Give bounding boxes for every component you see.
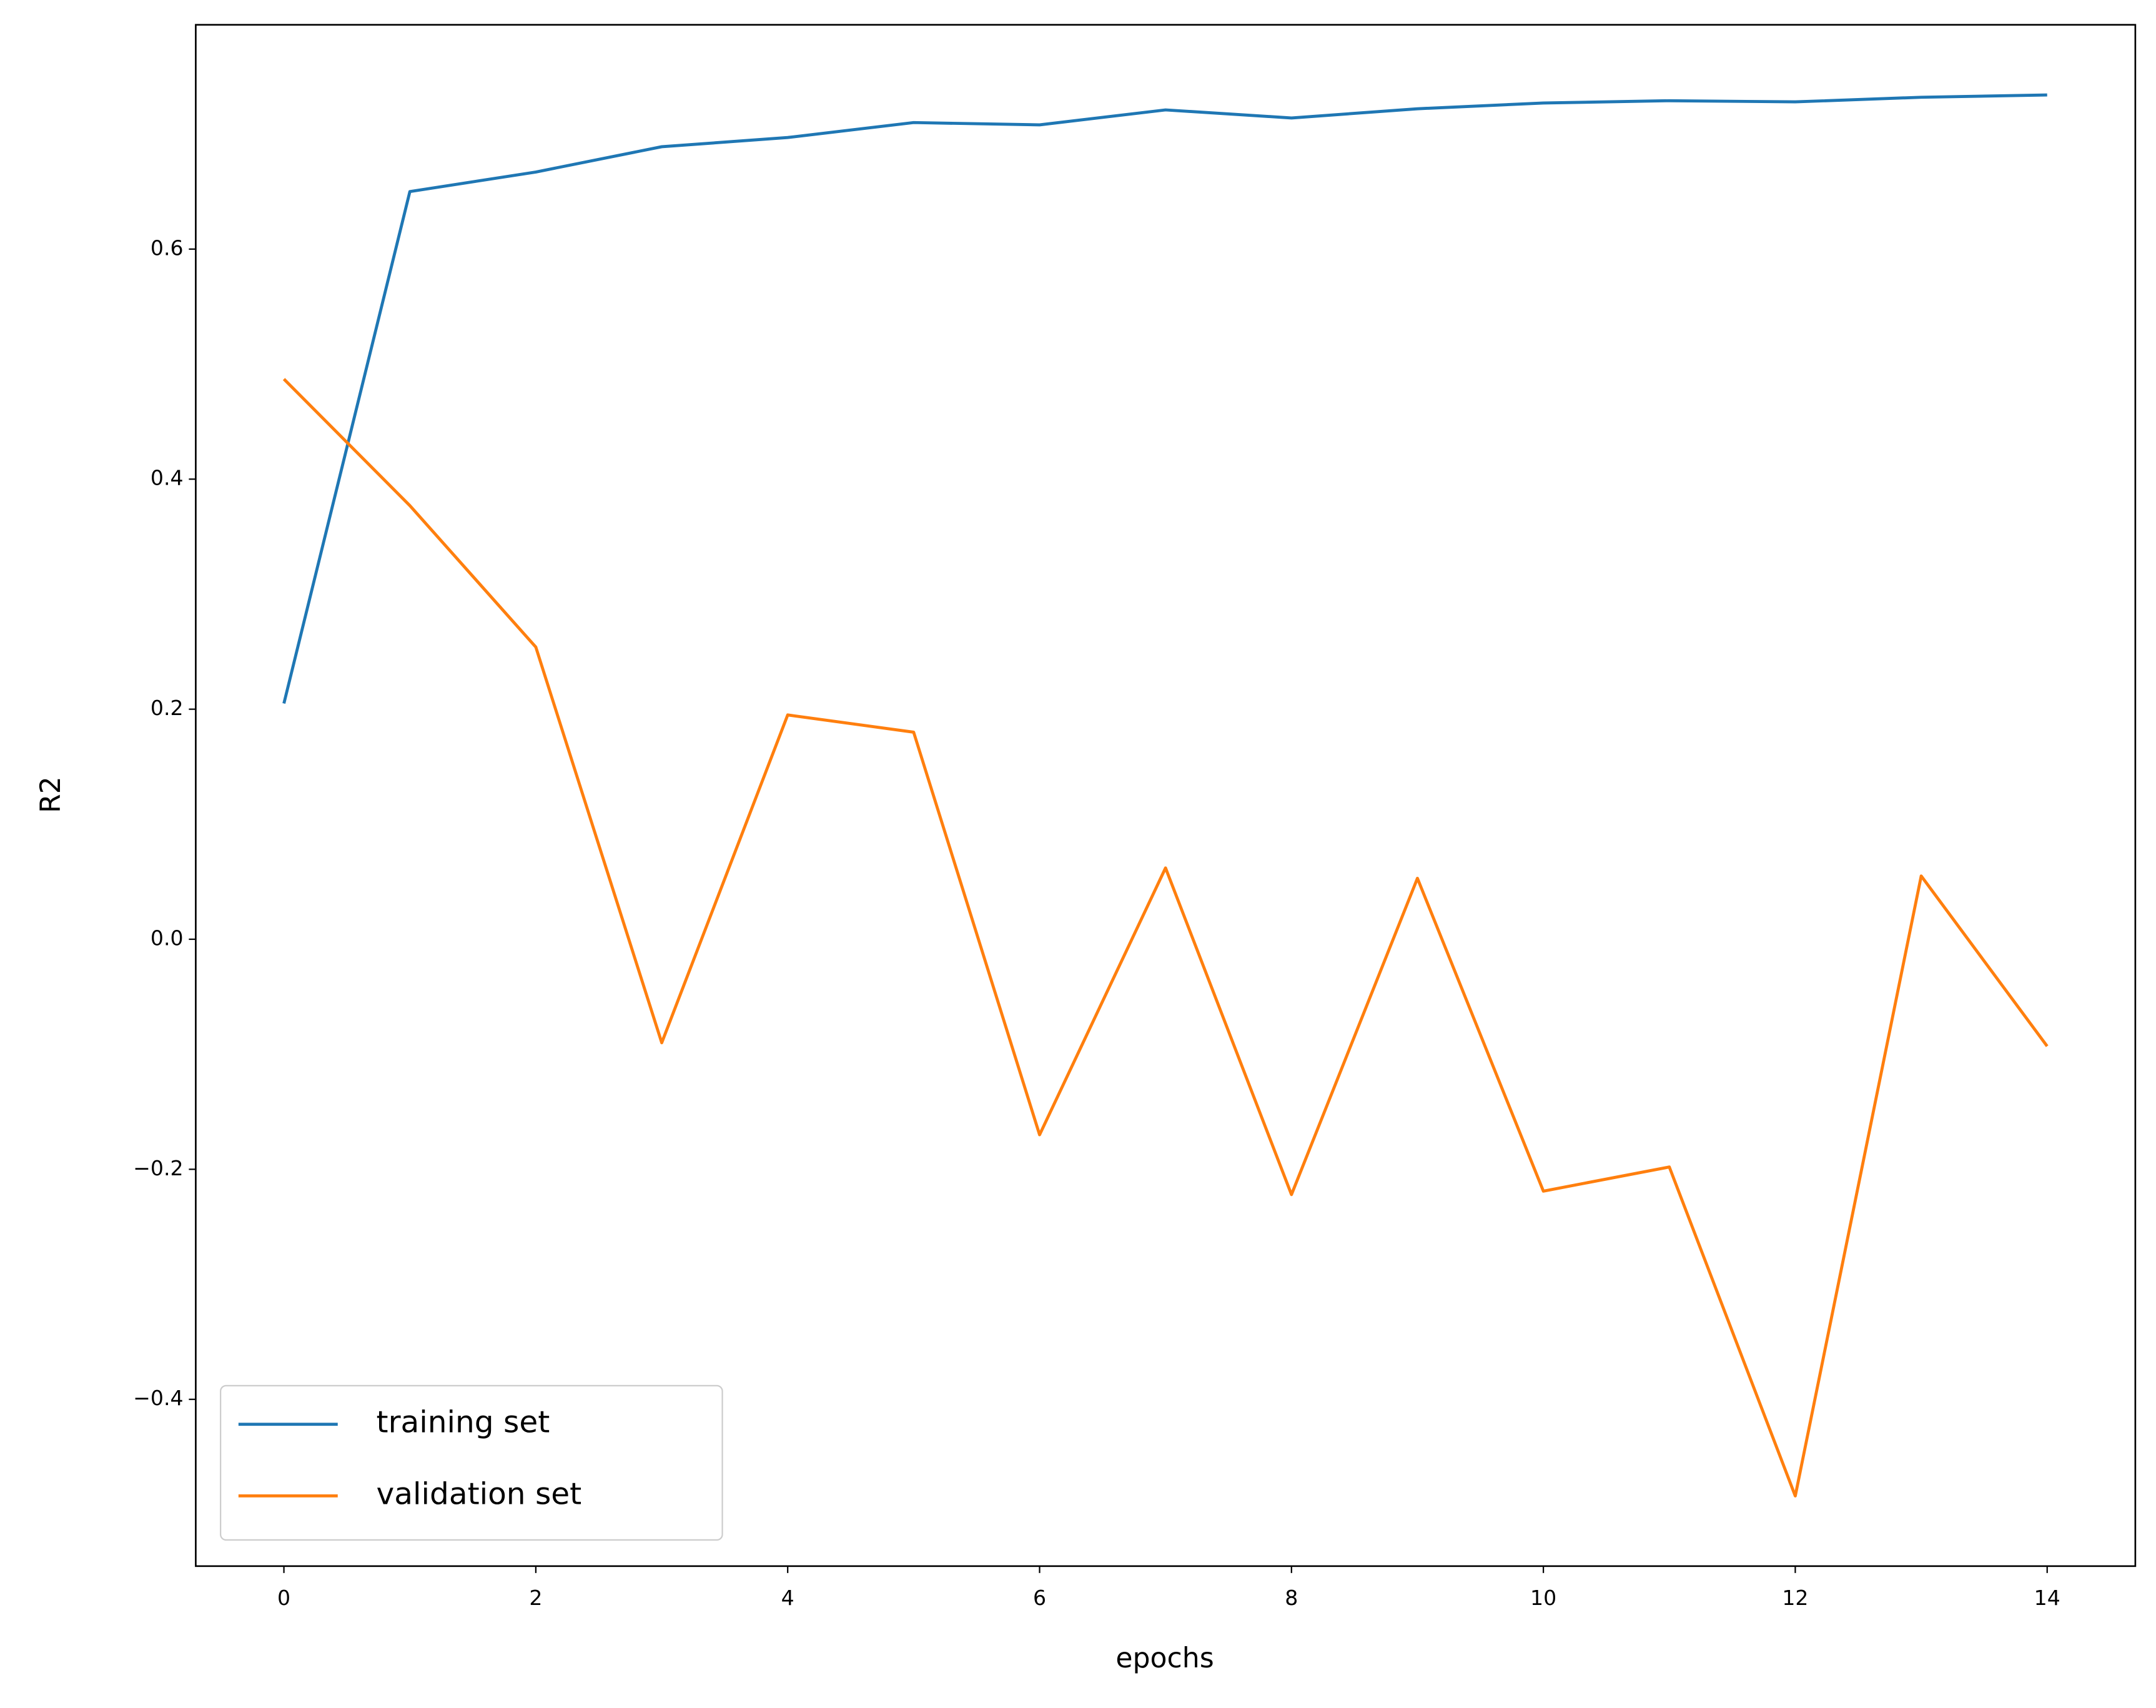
y-tick-label: 0.2: [151, 696, 184, 720]
x-tick-label: 14: [2034, 1586, 2060, 1610]
y-tick-label: 0.6: [151, 235, 184, 260]
x-tick-label: 6: [1033, 1586, 1046, 1610]
y-tick-label: −0.2: [133, 1156, 183, 1180]
x-tick-label: 8: [1285, 1586, 1298, 1610]
y-tick-label: −0.4: [133, 1386, 183, 1410]
y-tick-label: 0.4: [151, 466, 184, 490]
y-tick-label: 0.0: [151, 926, 184, 950]
legend-box: [220, 1385, 723, 1541]
series-line: [282, 93, 2047, 704]
y-axis-label: R2: [35, 776, 67, 813]
legend-label: training set: [377, 1405, 550, 1440]
series-line: [282, 378, 2049, 1498]
x-tick-label: 10: [1530, 1586, 1556, 1610]
legend-label: validation set: [377, 1476, 582, 1511]
x-tick-label: 12: [1782, 1586, 1808, 1610]
x-tick-label: 0: [277, 1586, 290, 1610]
x-tick-label: 4: [781, 1586, 794, 1610]
plot-frame: [195, 24, 2137, 1567]
x-tick-label: 2: [529, 1586, 542, 1610]
x-axis-label: epochs: [1115, 1642, 1214, 1674]
